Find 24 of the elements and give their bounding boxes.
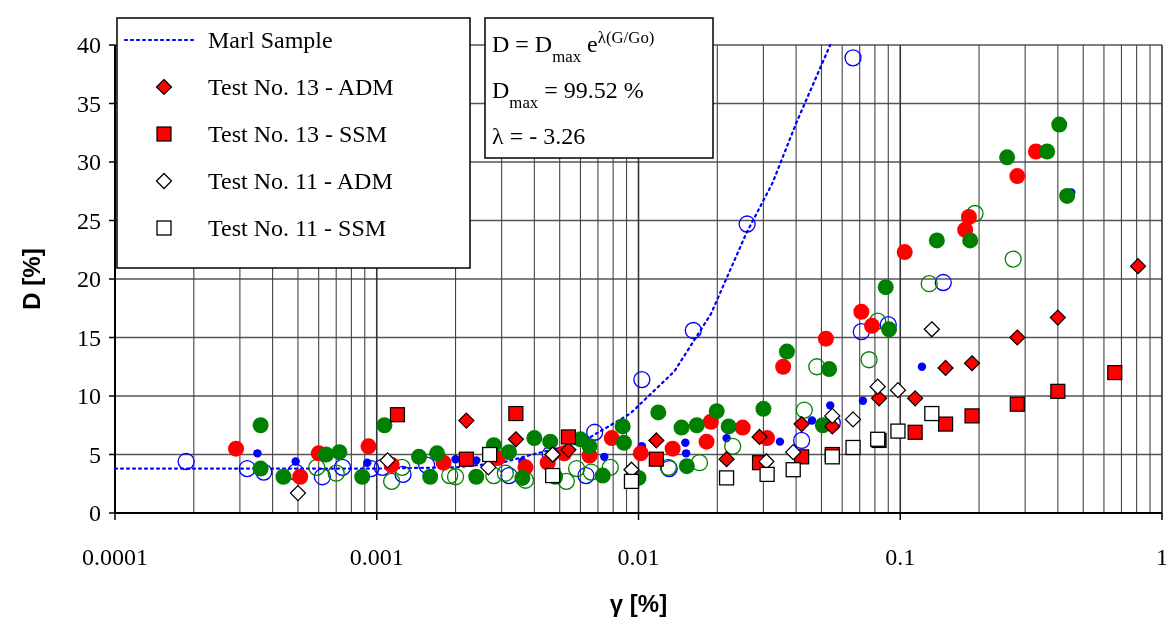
y-tick-label: 5 xyxy=(89,441,101,468)
y-tick-label: 25 xyxy=(77,207,101,234)
y-tick-label: 10 xyxy=(77,383,101,409)
y-tick-label: 35 xyxy=(77,90,101,117)
annotation: D$_{max}$ = 99.52 % xyxy=(492,77,644,112)
legend-label: Test No. 11 - SSM xyxy=(208,215,387,241)
legend-label: Marl Sample xyxy=(208,27,333,53)
y-tick-label: 40 xyxy=(77,32,101,58)
x-tick-label: 0.0001 xyxy=(82,544,148,570)
x-tick-label: 0.001 xyxy=(349,544,404,570)
annotation: λ = - 3.26 xyxy=(492,123,586,149)
legend-label: Test No. 11 - ADM xyxy=(208,168,393,194)
x-tick-label: 0.1 xyxy=(885,544,916,570)
x-tick-label: 1 xyxy=(1156,544,1168,570)
y-tick-label: 30 xyxy=(77,149,101,175)
y-tick-label: 15 xyxy=(77,324,101,351)
legend-label: Test No. 13 - SSM xyxy=(208,121,388,147)
y-tick-label: 0 xyxy=(89,500,101,526)
legend-label: Test No. 13 - ADM xyxy=(208,74,394,100)
y-tick-label: 20 xyxy=(77,266,101,292)
x-axis-title: γ [%] xyxy=(609,590,668,617)
annotation: D = D$_{max}$ e$^{λ(G/Go)}$ xyxy=(492,27,655,66)
x-tick-label: 0.01 xyxy=(617,544,660,570)
y-axis-title: D [%] xyxy=(18,248,45,310)
